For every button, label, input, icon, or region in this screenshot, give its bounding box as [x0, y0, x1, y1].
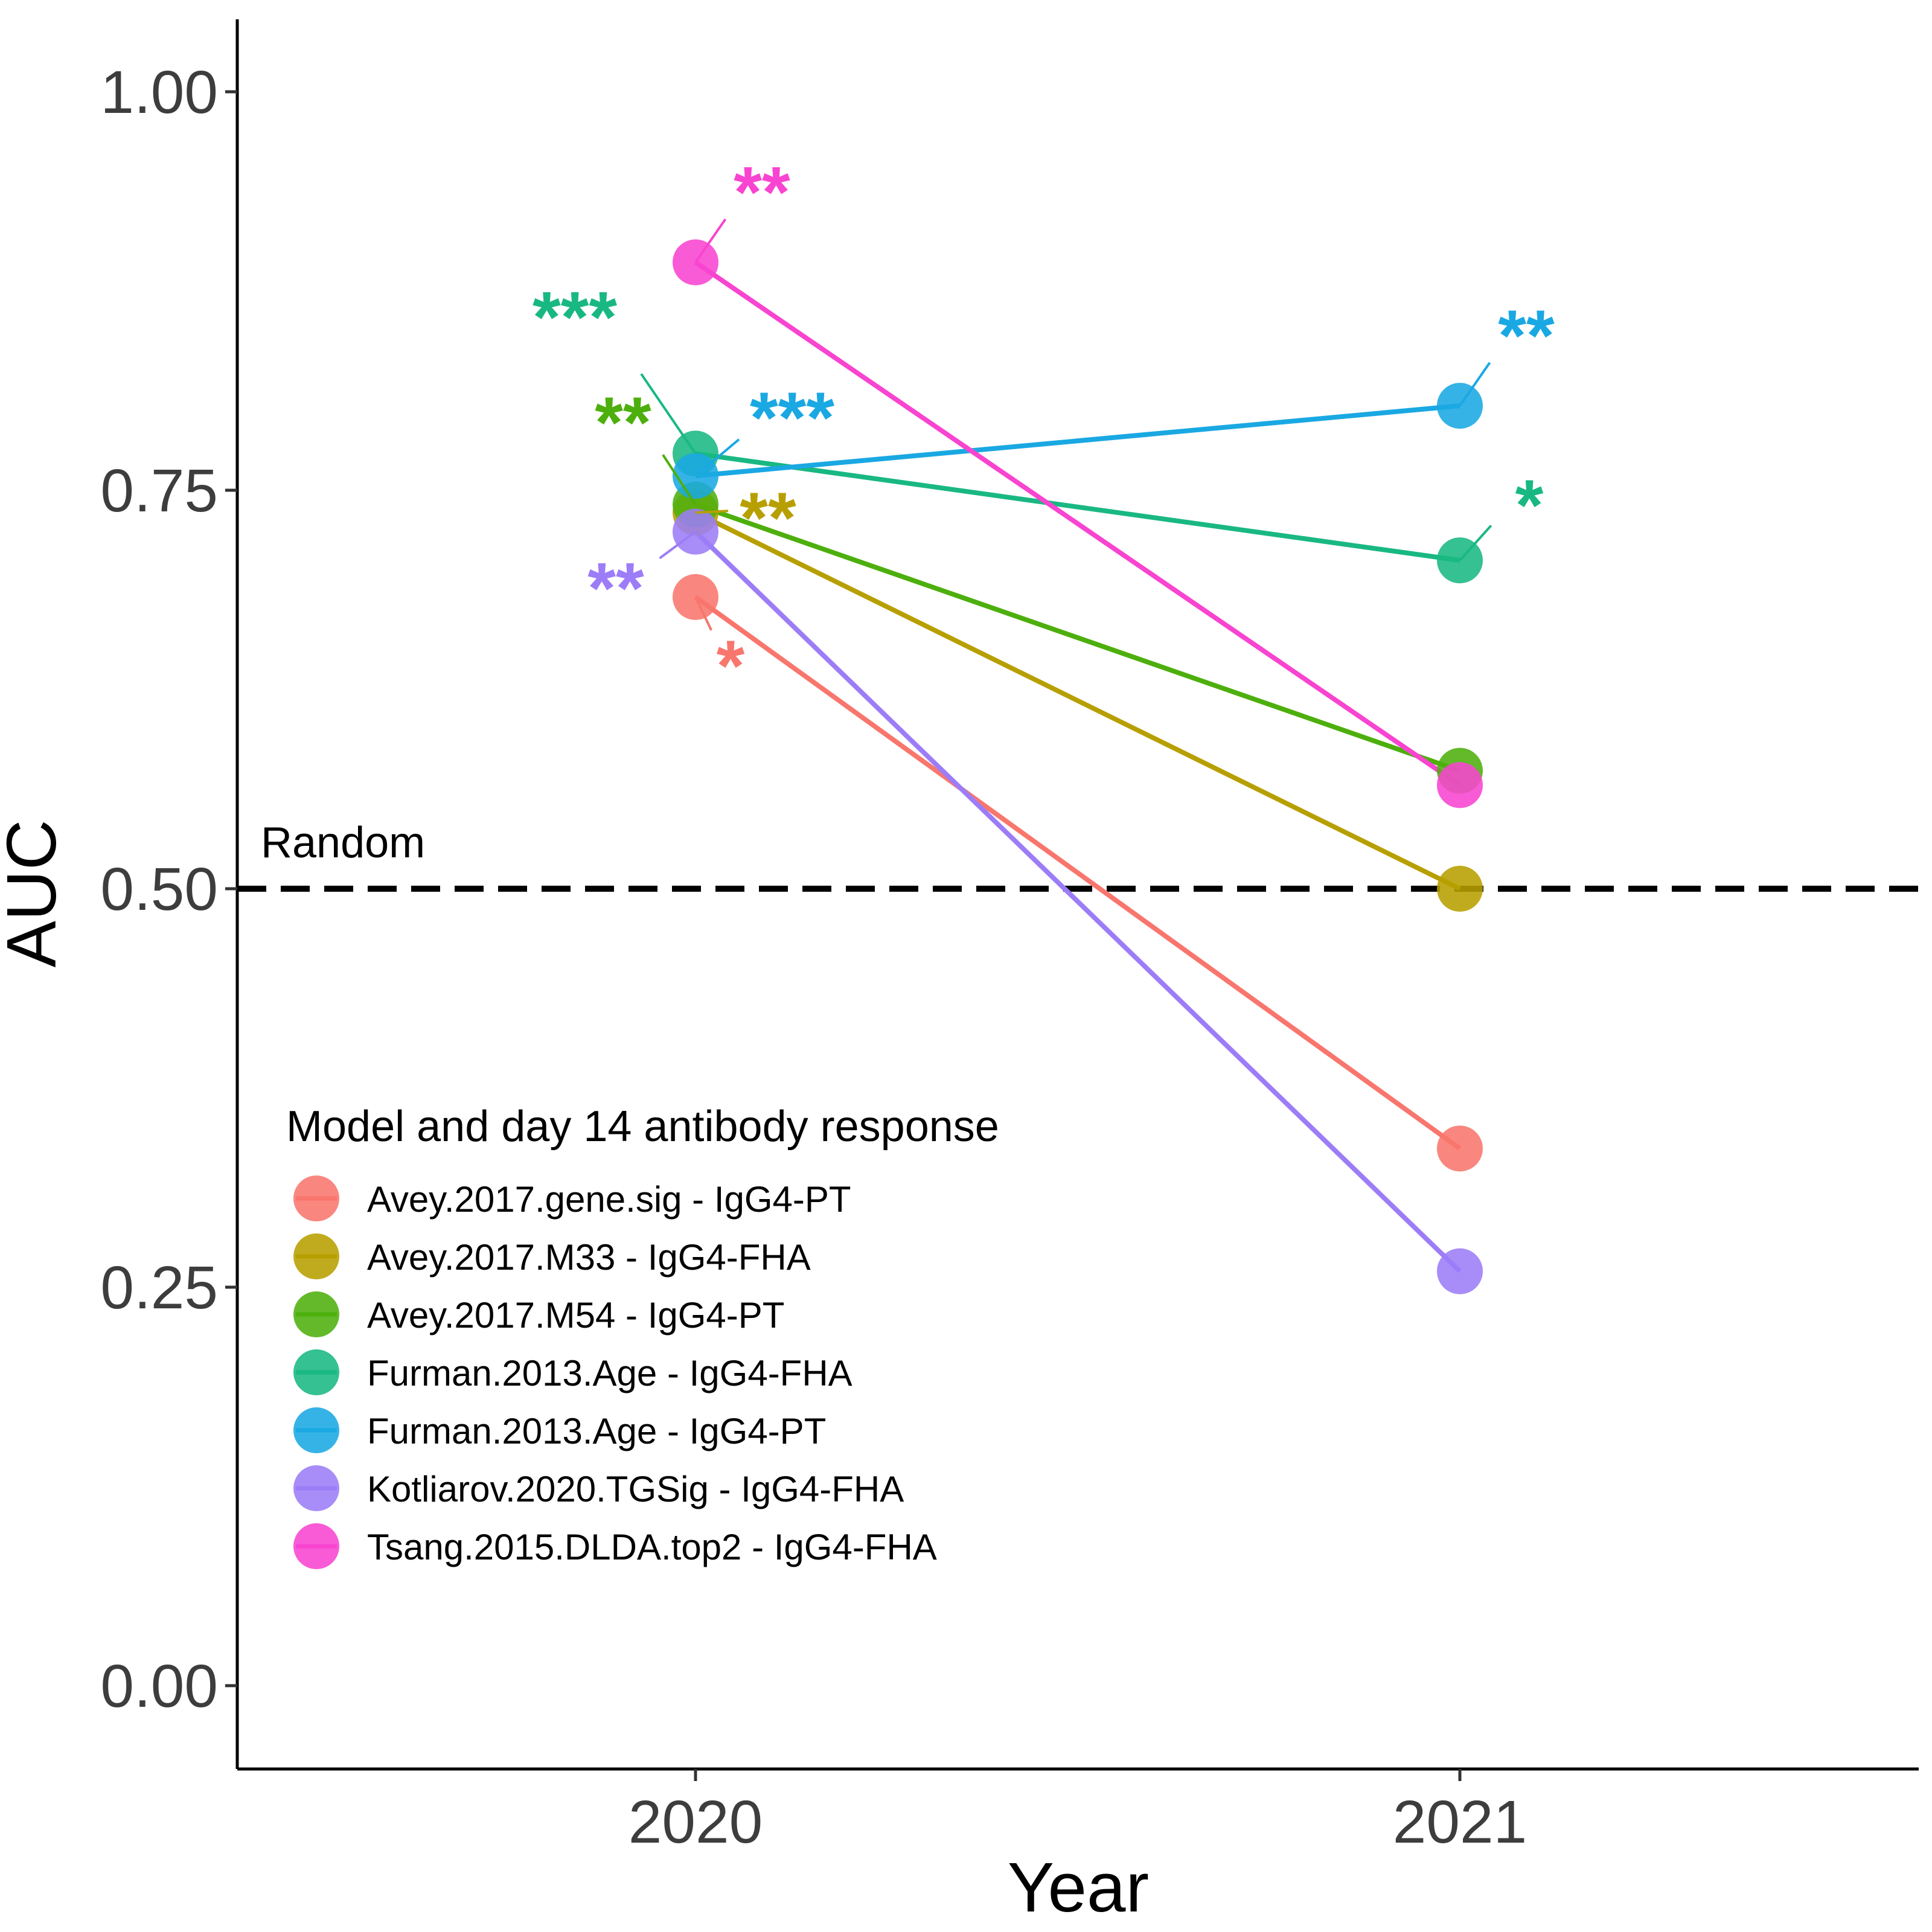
series-line	[694, 510, 1461, 891]
legend-key	[293, 1349, 339, 1395]
legend-label: Avey.2017.gene.sig - IgG4-PT	[367, 1179, 851, 1220]
significance-segment	[694, 438, 740, 477]
significance-label: **	[1498, 295, 1555, 376]
legend-items: Avey.2017.gene.sig - IgG4-PT Avey.2017.M3…	[293, 1176, 937, 1569]
series-1	[694, 510, 1461, 891]
y-tick-label: 0.25	[100, 1254, 218, 1322]
y-tick-label: 0.75	[100, 457, 218, 525]
legend-item: Tsang.2015.DLDA.top2 - IgG4-FHA	[293, 1523, 937, 1569]
legend-label: Kotliarov.2020.TGSig - IgG4-FHA	[367, 1469, 904, 1509]
significance-labels: ******************	[533, 152, 1555, 706]
legend-label: Furman.2013.Age - IgG4-FHA	[367, 1353, 852, 1393]
series-line	[694, 260, 1462, 787]
significance-label: *	[1515, 465, 1544, 546]
y-tick-label: 0.00	[100, 1652, 218, 1720]
series-2	[694, 502, 1461, 773]
significance-label: *	[717, 625, 745, 706]
series-line	[694, 595, 1462, 1151]
x-tick-label: 2021	[1393, 1788, 1527, 1856]
y-tick-label: 1.00	[100, 59, 218, 126]
x-ticks: 2020 2021	[629, 1769, 1527, 1856]
series-3	[695, 451, 1460, 563]
significance-label: **	[740, 478, 796, 558]
series-line	[695, 451, 1460, 563]
legend-label: Tsang.2015.DLDA.top2 - IgG4-FHA	[367, 1527, 937, 1567]
series-0	[694, 595, 1462, 1151]
legend: Model and day 14 antibody response Avey.…	[286, 1102, 999, 1569]
legend-key	[293, 1291, 339, 1337]
significance-label: ***	[533, 277, 617, 357]
legend-item: Avey.2017.M54 - IgG4-PT	[293, 1291, 784, 1337]
legend-key	[293, 1465, 339, 1511]
legend-item: Avey.2017.M33 - IgG4-FHA	[293, 1233, 811, 1279]
legend-label: Avey.2017.M33 - IgG4-FHA	[367, 1237, 811, 1278]
legend-item: Furman.2013.Age - IgG4-PT	[293, 1407, 826, 1453]
y-tick-label: 0.50	[100, 856, 218, 923]
data-point	[1437, 1125, 1483, 1172]
series-6	[694, 260, 1462, 787]
y-ticks: 0.00 0.25 0.50 0.75 1.00	[100, 59, 237, 1720]
significance-segment	[640, 373, 697, 455]
legend-key	[293, 1523, 339, 1569]
legend-label: Furman.2013.Age - IgG4-PT	[367, 1411, 826, 1451]
x-tick-label: 2020	[629, 1788, 763, 1856]
legend-key	[293, 1233, 339, 1279]
legend-key	[293, 1176, 339, 1221]
legend-item: Kotliarov.2020.TGSig - IgG4-FHA	[293, 1465, 904, 1511]
data-point	[1437, 762, 1483, 808]
series-line	[694, 529, 1462, 1273]
x-axis-title: Year	[1008, 1848, 1149, 1927]
significance-label: ***	[750, 377, 834, 458]
data-point	[1437, 1248, 1483, 1294]
reference-line: Random	[237, 819, 1919, 892]
series-line	[694, 502, 1461, 773]
y-axis-title: AUC	[0, 820, 71, 968]
significance-segment	[1459, 525, 1492, 561]
significance-label: **	[734, 152, 790, 232]
series-line	[695, 403, 1460, 479]
legend-title: Model and day 14 antibody response	[286, 1102, 999, 1151]
legend-item: Furman.2013.Age - IgG4-FHA	[293, 1349, 852, 1395]
significance-label: **	[595, 382, 651, 463]
significance-segment	[694, 597, 712, 631]
data-point	[1437, 866, 1483, 912]
legend-item: Avey.2017.gene.sig - IgG4-PT	[293, 1176, 851, 1221]
significance-segment	[662, 454, 697, 505]
series-5	[694, 529, 1462, 1273]
significance-segment	[694, 218, 727, 263]
significance-segment	[695, 510, 729, 514]
significance-segment	[659, 531, 697, 560]
series-4	[695, 403, 1460, 479]
significance-label: **	[587, 548, 644, 629]
axes	[235, 19, 1919, 1771]
random-label: Random	[261, 819, 425, 867]
legend-label: Avey.2017.M54 - IgG4-PT	[367, 1295, 784, 1335]
significance-segment	[1459, 362, 1491, 407]
series-layer	[673, 239, 1483, 1294]
legend-key	[293, 1407, 339, 1453]
